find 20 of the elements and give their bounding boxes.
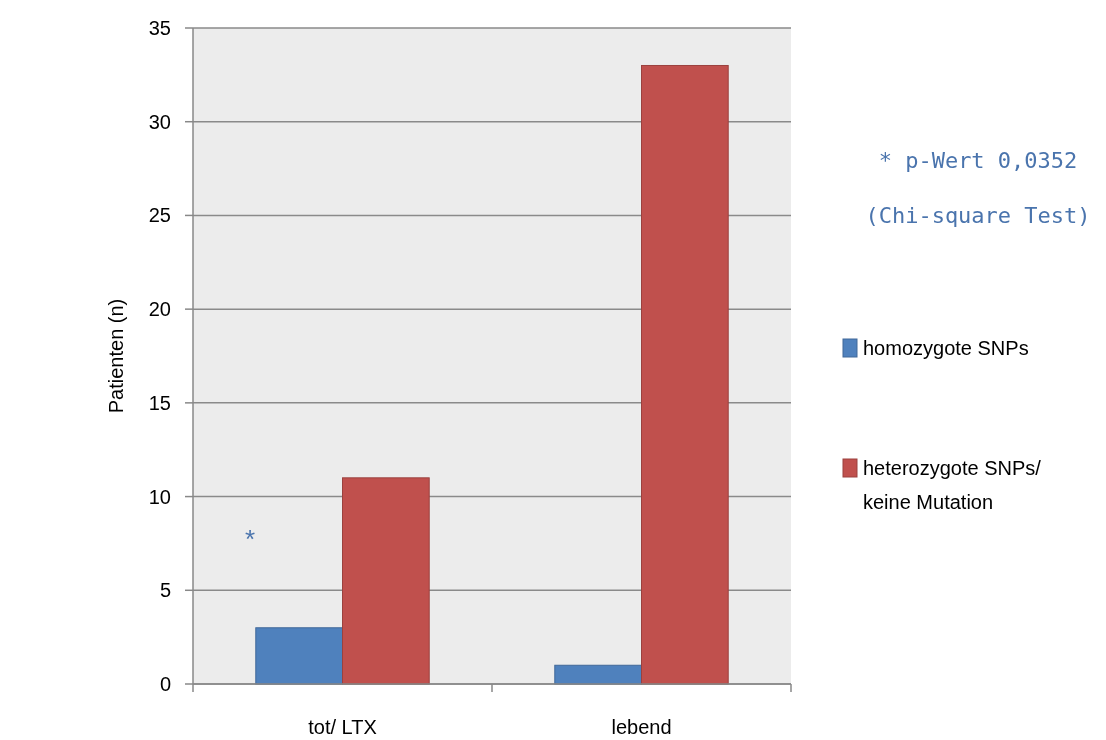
bar <box>255 627 343 685</box>
y-axis-title: Patienten (n) <box>105 298 127 414</box>
text: (Chi-square Test) <box>865 203 1091 228</box>
bar <box>554 664 642 685</box>
y-tick-label: 15 <box>148 391 171 414</box>
legend-label: homozygote SNPs <box>863 337 1029 359</box>
bar <box>342 477 430 685</box>
text: * p-Wert 0,0352 <box>878 148 1078 173</box>
annotation: * <box>244 524 256 555</box>
y-tick-label: 0 <box>159 673 171 695</box>
legend-label: heterozygote SNPs/ keine Mutation <box>863 457 1042 513</box>
y-tick-label: 30 <box>148 110 171 133</box>
bar <box>641 64 729 685</box>
y-tick-label: 25 <box>148 204 171 227</box>
y-tick-label: 20 <box>148 298 171 321</box>
x-tick-label: lebend <box>611 716 672 738</box>
x-tick-label: tot/ LTX <box>308 716 377 738</box>
y-tick-label: 5 <box>159 579 171 602</box>
y-tick-label: 35 <box>148 17 171 39</box>
y-tick-label: 10 <box>148 485 171 508</box>
